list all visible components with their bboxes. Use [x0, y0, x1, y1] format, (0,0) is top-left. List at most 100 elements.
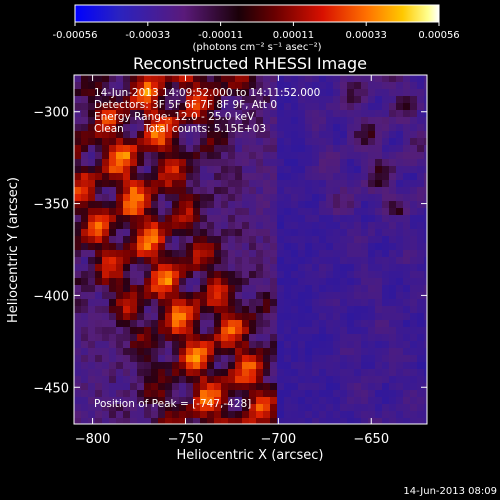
heatmap-cell: [396, 180, 404, 188]
heatmap-cell: [298, 208, 306, 216]
heatmap-cell: [158, 313, 166, 321]
heatmap-cell: [102, 89, 110, 97]
heatmap-cell: [319, 187, 327, 195]
heatmap-cell: [347, 404, 355, 412]
heatmap-cell: [207, 278, 215, 286]
heatmap-cell: [347, 159, 355, 167]
heatmap-cell: [235, 390, 243, 398]
heatmap-cell: [424, 348, 427, 356]
heatmap-cell: [242, 278, 250, 286]
heatmap-cell: [109, 201, 117, 209]
heatmap-cell: [270, 257, 278, 265]
heatmap-cell: [172, 257, 180, 265]
heatmap-cell: [333, 173, 341, 181]
heatmap-cell: [172, 138, 180, 146]
heatmap-cell: [165, 159, 173, 167]
heatmap-cell: [151, 285, 159, 293]
heatmap-cell: [81, 180, 89, 188]
heatmap-cell: [326, 257, 334, 265]
heatmap-cell: [207, 124, 215, 132]
heatmap-cell: [144, 355, 152, 363]
heatmap-cell: [95, 299, 103, 307]
heatmap-cell: [88, 292, 96, 300]
heatmap-cell: [410, 201, 418, 209]
heatmap-cell: [179, 222, 187, 230]
heatmap-cell: [249, 89, 257, 97]
heatmap-cell: [165, 131, 173, 139]
heatmap-cell: [95, 257, 103, 265]
heatmap-cell: [263, 208, 271, 216]
heatmap-cell: [102, 292, 110, 300]
heatmap-cell: [305, 257, 313, 265]
heatmap-cell: [277, 222, 285, 230]
heatmap-cell: [347, 411, 355, 419]
heatmap-cell: [263, 327, 271, 335]
heatmap-cell: [172, 131, 180, 139]
heatmap-cell: [102, 138, 110, 146]
heatmap-cell: [403, 418, 411, 424]
heatmap-cell: [249, 208, 257, 216]
heatmap-cell: [109, 215, 117, 223]
heatmap-cell: [123, 257, 131, 265]
heatmap-cell: [263, 418, 271, 424]
heatmap-cell: [389, 110, 397, 118]
heatmap-cell: [396, 369, 404, 377]
heatmap-cell: [375, 348, 383, 356]
heatmap-cell: [200, 89, 208, 97]
heatmap-cell: [256, 159, 264, 167]
heatmap-cell: [277, 292, 285, 300]
heatmap-cell: [396, 411, 404, 419]
heatmap-cell: [319, 138, 327, 146]
heatmap-cell: [95, 397, 103, 405]
heatmap-cell: [242, 187, 250, 195]
heatmap-cell: [165, 320, 173, 328]
heatmap-cell: [403, 187, 411, 195]
heatmap-cell: [340, 362, 348, 370]
heatmap-cell: [298, 285, 306, 293]
heatmap-cell: [179, 390, 187, 398]
heatmap-cell: [109, 411, 117, 419]
heatmap-cell: [242, 131, 250, 139]
heatmap-cell: [389, 285, 397, 293]
heatmap-cell: [186, 285, 194, 293]
heatmap-cell: [312, 152, 320, 160]
heatmap-cell: [382, 376, 390, 384]
heatmap-cell: [347, 341, 355, 349]
heatmap-cell: [389, 145, 397, 153]
heatmap-cell: [172, 306, 180, 314]
heatmap-cell: [221, 327, 229, 335]
heatmap-cell: [375, 278, 383, 286]
heatmap-cell: [410, 75, 418, 83]
heatmap-cell: [312, 145, 320, 153]
heatmap-cell: [340, 306, 348, 314]
heatmap-cell: [116, 334, 124, 342]
heatmap-cell: [312, 369, 320, 377]
heatmap-cell: [284, 89, 292, 97]
heatmap-cell: [109, 383, 117, 391]
heatmap-cell: [403, 362, 411, 370]
heatmap-cell: [298, 159, 306, 167]
heatmap-cell: [312, 362, 320, 370]
heatmap-cell: [172, 187, 180, 195]
heatmap-cell: [207, 159, 215, 167]
heatmap-cell: [200, 341, 208, 349]
heatmap-cell: [214, 82, 222, 90]
heatmap-cell: [270, 229, 278, 237]
heatmap-cell: [193, 145, 201, 153]
heatmap-cell: [158, 383, 166, 391]
heatmap-cell: [221, 397, 229, 405]
heatmap-cell: [165, 75, 173, 83]
heatmap-cell: [137, 404, 145, 412]
heatmap-cell: [312, 96, 320, 104]
heatmap-cell: [137, 264, 145, 272]
heatmap-cell: [221, 250, 229, 258]
heatmap-cell: [109, 236, 117, 244]
heatmap-cell: [207, 383, 215, 391]
heatmap-cell: [326, 173, 334, 181]
heatmap-cell: [326, 397, 334, 405]
heatmap-cell: [389, 355, 397, 363]
heatmap-cell: [340, 404, 348, 412]
heatmap-cell: [263, 236, 271, 244]
heatmap-cell: [249, 96, 257, 104]
heatmap-cell: [417, 271, 425, 279]
